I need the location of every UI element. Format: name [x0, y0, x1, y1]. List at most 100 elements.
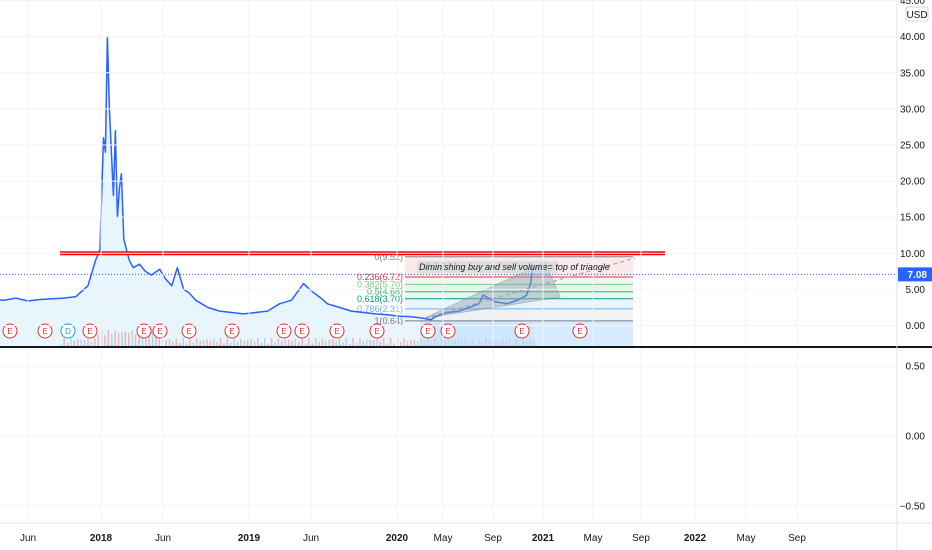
x-tick-label: May	[434, 533, 453, 544]
volume-bar	[223, 343, 225, 346]
trend-projection-line[interactable]	[424, 257, 636, 319]
earnings-marker[interactable]: E	[276, 323, 292, 339]
y-tick-label: 0.00	[906, 321, 926, 332]
time-axis[interactable]: Jun 2018 Jun 2019 Jun 2020 May Sep 2021 May Sep 202…	[20, 0, 806, 544]
volume-bar	[104, 335, 106, 346]
volume-bar	[247, 339, 249, 346]
volume-bar	[209, 340, 212, 346]
earnings-marker[interactable]: E	[181, 323, 197, 339]
volume-bar	[138, 330, 140, 346]
fib-zone	[405, 284, 633, 292]
event-marker-circle	[37, 323, 53, 339]
volume-bar	[417, 340, 419, 346]
volume-bar	[362, 341, 365, 346]
event-marker-label: D	[65, 327, 71, 336]
earnings-marker[interactable]: E	[294, 323, 310, 339]
event-marker-circle	[136, 323, 152, 339]
volume-bar	[107, 330, 110, 346]
volume-bar	[257, 338, 259, 346]
volume-bar	[315, 338, 317, 346]
volume-bar	[308, 338, 310, 346]
volume-bar	[236, 341, 239, 346]
fib-level-label: 0(9.52)	[374, 252, 403, 262]
volume-bar	[379, 341, 382, 346]
current-price-tag	[898, 267, 932, 282]
fib-level-label: 0.618(3.70)	[357, 294, 403, 304]
volume-bar	[328, 339, 331, 346]
currency-badge[interactable]: USD	[905, 6, 929, 22]
earnings-marker[interactable]: E	[2, 323, 18, 339]
x-tick-label: 2021	[532, 533, 555, 544]
fib-level-label: 0.786(2.31)	[357, 304, 403, 314]
event-marker-circle	[440, 323, 456, 339]
volume-bar	[100, 330, 103, 346]
volume-bar	[94, 338, 96, 346]
price-line[interactable]	[0, 35, 534, 321]
volume-bar	[192, 342, 195, 346]
volume-bar	[264, 338, 266, 346]
fib-level-label: 0.5(4.68)	[367, 287, 403, 297]
earnings-marker[interactable]: E	[136, 323, 152, 339]
event-marker-label: E	[186, 327, 191, 336]
currency-badge-box	[905, 6, 929, 22]
event-marker-circle	[60, 323, 76, 339]
volume-bar	[366, 339, 368, 346]
y-tick-label: 30.00	[900, 104, 925, 115]
volume-bar	[298, 341, 300, 346]
volume-bar	[400, 341, 402, 346]
earnings-marker[interactable]: E	[82, 323, 98, 339]
price-line-layer	[0, 35, 534, 321]
volume-bar	[83, 340, 86, 346]
volume-bar	[413, 339, 416, 346]
volume-bar	[148, 334, 150, 346]
volume-bar	[359, 338, 361, 346]
event-marker-label: E	[374, 327, 379, 336]
y-tick-label: 45.00	[900, 0, 925, 7]
x-tick-label: May	[584, 533, 603, 544]
volume-bar	[155, 333, 157, 346]
earnings-marker[interactable]: E	[152, 323, 168, 339]
earnings-marker[interactable]: E	[440, 323, 456, 339]
volume-bar	[383, 338, 385, 346]
volume-bar	[372, 340, 375, 346]
earnings-marker[interactable]: E	[329, 323, 345, 339]
y-tick-label: 15.00	[900, 213, 925, 224]
volume-bar	[134, 334, 137, 346]
volume-bar	[277, 338, 280, 346]
x-tick-label: 2018	[90, 533, 113, 544]
event-marker-label: E	[425, 327, 430, 336]
indicator-y-tick-label: 0.50	[906, 362, 926, 373]
event-marker-circle	[369, 323, 385, 339]
volume-bar	[226, 338, 229, 346]
volume-bar	[338, 338, 341, 346]
volume-bar	[189, 338, 191, 346]
earnings-marker[interactable]: E	[514, 323, 530, 339]
volume-bar	[369, 339, 371, 346]
volume-bar	[335, 340, 337, 346]
volume-bar	[281, 340, 283, 346]
earnings-marker[interactable]: E	[37, 323, 53, 339]
x-tick-label: May	[737, 533, 756, 544]
volume-bar	[233, 338, 235, 346]
earnings-marker[interactable]: E	[224, 323, 240, 339]
earnings-marker[interactable]: E	[572, 323, 588, 339]
volume-bar	[270, 338, 273, 346]
y-tick-label: 5.00	[906, 285, 926, 296]
event-marker-label: E	[445, 327, 450, 336]
volume-bar	[287, 339, 290, 346]
earnings-marker[interactable]: E	[369, 323, 385, 339]
volume-bar	[349, 343, 351, 346]
fib-zone	[405, 298, 633, 309]
volume-bar	[352, 338, 354, 346]
price-axis[interactable]: 45.00 40.00 35.00 30.00 25.00 20.00 15.00 10.00…	[0, 0, 929, 513]
event-marker-circle	[514, 323, 530, 339]
annotation-box[interactable]	[417, 261, 558, 273]
volume-bar	[332, 339, 334, 346]
dividend-marker[interactable]: D	[60, 323, 76, 339]
y-tick-label: 10.00	[900, 249, 925, 260]
event-marker-label: E	[141, 327, 146, 336]
event-marker-label: E	[157, 327, 162, 336]
volume-bar	[219, 338, 222, 346]
earnings-marker[interactable]: E	[420, 323, 436, 339]
